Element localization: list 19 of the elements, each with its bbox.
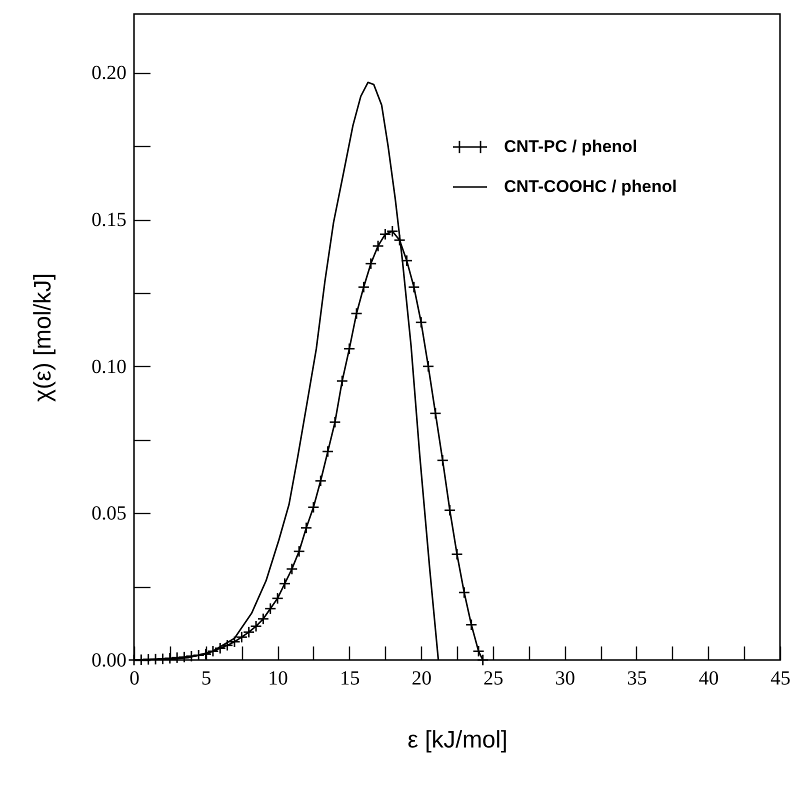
- x-tick-label: 0: [130, 668, 140, 690]
- y-tick-label: 0.10: [92, 356, 126, 378]
- x-tick-label: 30: [555, 668, 576, 690]
- x-tick-label: 45: [770, 668, 790, 690]
- x-tick-label: 5: [201, 668, 212, 690]
- y-tick-label: 0.05: [92, 502, 126, 525]
- legend-label: CNT-PC / phenol: [504, 137, 638, 156]
- x-axis-title: ε [kJ/mol]: [407, 726, 508, 754]
- x-tick-label: 15: [340, 668, 360, 690]
- x-tick-label: 10: [268, 668, 288, 690]
- x-tick-label: 25: [483, 668, 504, 690]
- y-tick-label: 0.15: [92, 209, 126, 232]
- x-tick-label: 35: [626, 668, 647, 690]
- x-tick-label: 40: [698, 668, 719, 690]
- x-tick-label: 20: [412, 668, 432, 690]
- y-axis-title: χ(ε) [mol/kJ]: [30, 273, 56, 402]
- y-tick-label: 0.20: [92, 62, 126, 84]
- legend-label: CNT-COOHC / phenol: [504, 177, 677, 196]
- y-tick-label: 0.00: [92, 650, 126, 672]
